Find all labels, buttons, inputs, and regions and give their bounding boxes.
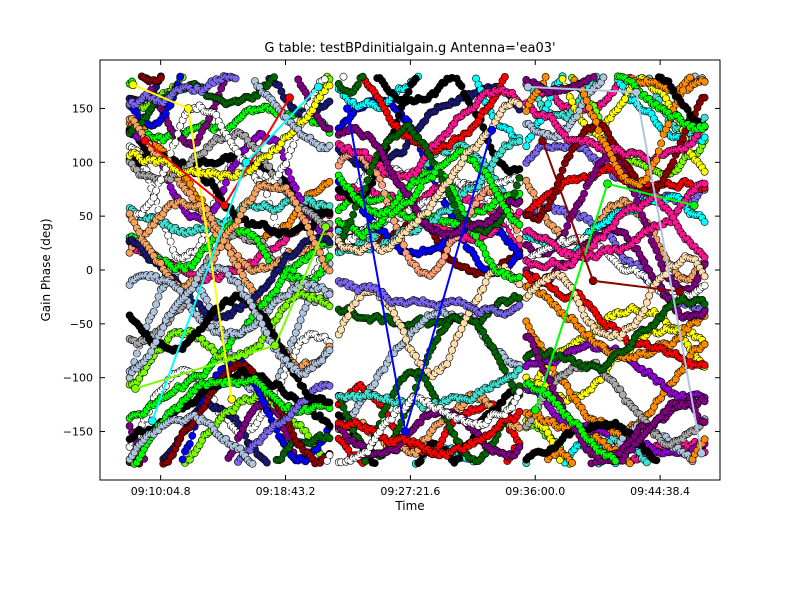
data-point bbox=[515, 137, 524, 146]
series-line bbox=[128, 263, 330, 396]
data-layer bbox=[125, 72, 709, 468]
